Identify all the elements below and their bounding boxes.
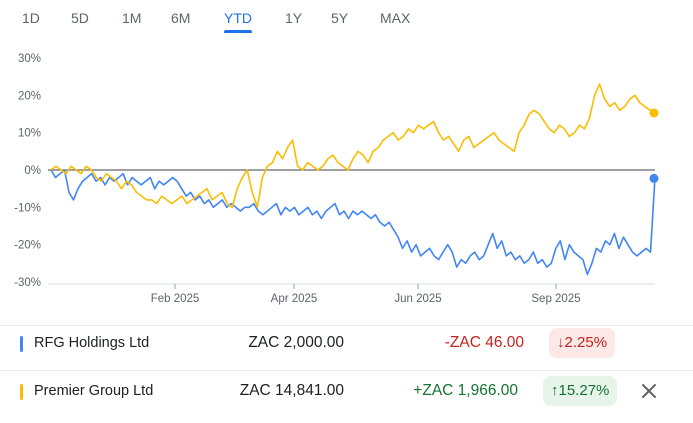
price-change: +ZAC 1,966.00 [413,382,518,399]
stock-name[interactable]: RFG Holdings Ltd [34,335,150,351]
divider [0,325,693,326]
close-icon[interactable] [638,380,660,402]
comparison-row-rfg[interactable]: RFG Holdings Ltd ZAC 2,000.00 -ZAC 46.00… [0,322,693,366]
series-color-indicator [20,384,23,400]
y-tick-label: -10% [14,202,41,214]
y-tick-label: 30% [18,53,41,65]
comparison-row-premier[interactable]: Premier Group Ltd ZAC 14,841.00 +ZAC 1,9… [0,370,693,414]
stock-price: ZAC 14,841.00 [239,382,344,399]
tab-1m[interactable]: 1M [122,10,142,26]
tab-ytd[interactable]: YTD [224,10,252,33]
y-tick-label: -30% [14,277,41,289]
time-range-tabs: 1D 5D 1M 6M YTD 1Y 5Y MAX [0,0,693,36]
stock-name[interactable]: Premier Group Ltd [34,383,154,399]
y-tick-label: 20% [18,90,41,102]
y-tick-label: -20% [14,240,41,252]
y-tick-label: 10% [18,128,41,140]
divider [0,370,693,371]
percent-change-badge: ↑15.27% [543,376,618,406]
arrow-down-icon: ↓ [557,334,565,351]
x-tick-label: Sep 2025 [531,293,580,305]
tab-5y[interactable]: 5Y [331,10,349,26]
series-end-marker [649,108,659,118]
x-tick-label: Jun 2025 [394,293,441,305]
percent-change-value: 2.25% [564,334,608,351]
series-end-marker [649,173,659,183]
tab-max[interactable]: MAX [380,10,411,26]
x-tick-label: Apr 2025 [271,293,318,305]
tab-1d[interactable]: 1D [22,10,40,26]
series-color-indicator [20,336,23,352]
percent-change-value: 15.27% [558,382,610,399]
tab-5d[interactable]: 5D [71,10,89,26]
x-tick-label: Feb 2025 [151,293,200,305]
comparison-chart[interactable]: 30% 20% 10% 0% -10% -20% -30% Feb 2025 Apr 2025… [0,44,693,306]
percent-change-badge: ↓2.25% [549,328,616,358]
y-tick-label: 0% [24,165,41,177]
price-change: -ZAC 46.00 [444,334,524,351]
stock-price: ZAC 2,000.00 [248,334,344,351]
arrow-up-icon: ↑ [551,382,559,399]
tab-6m[interactable]: 6M [171,10,191,26]
series-line-rfg [50,169,656,276]
series-line-premier [50,83,656,209]
tab-1y[interactable]: 1Y [285,10,303,26]
